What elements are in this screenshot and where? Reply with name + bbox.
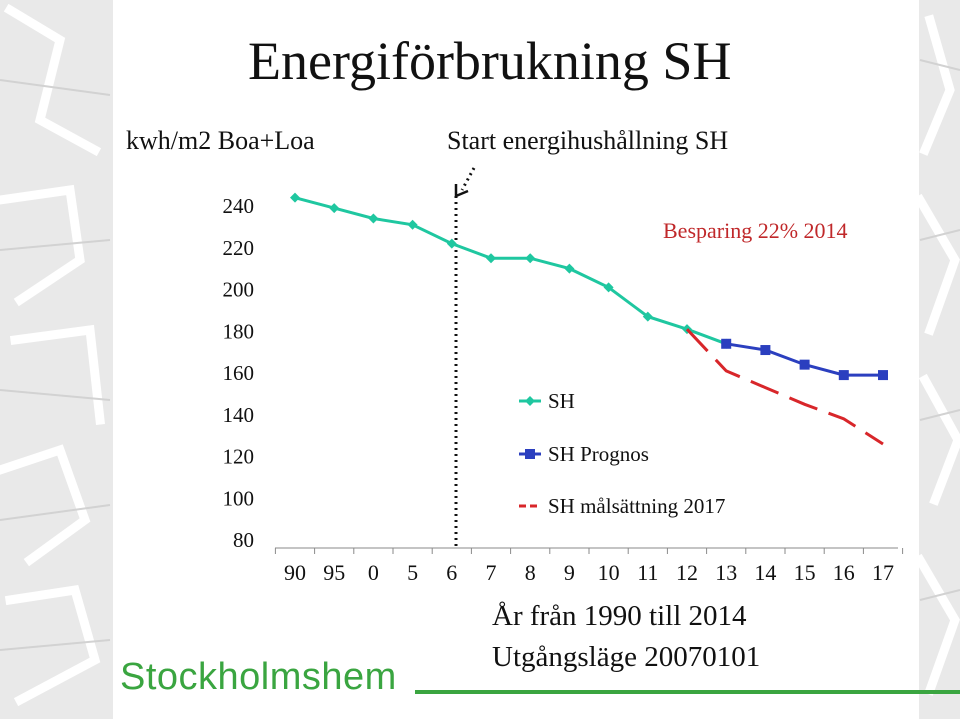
data-point-diamond [446,238,457,249]
legend-marker [525,449,535,459]
y-tick-label: 100 [223,486,255,510]
data-point-diamond [290,192,300,203]
data-point-square [760,345,771,356]
data-point-diamond [407,219,418,230]
series-line-2 [725,342,883,377]
x-axis-caption: År från 1990 till 2014 [492,600,747,632]
slide-title: Energiförbrukning SH [248,31,732,91]
legend-label-2: SH Prognos [548,442,649,466]
x-tick-label: 6 [446,560,457,585]
baseline-caption: Utgångsläge 20070101 [492,641,761,673]
y-tick-label: 140 [223,403,255,427]
x-tick-label: 14 [754,560,776,585]
start-arrow-head [454,184,469,198]
data-point-diamond [486,253,496,264]
savings-annotation: Besparing 22% 2014 [663,218,848,243]
series-line-3 [685,328,884,446]
slide-panel [113,0,919,719]
x-tick-label: 10 [598,560,620,585]
series-line-1 [294,196,727,346]
x-tick-label: 11 [637,560,658,585]
x-tick-label: 5 [407,560,418,585]
y-tick-label: 160 [223,361,255,385]
y-tick-label: 200 [223,278,255,302]
x-tick-label: 90 [284,560,306,585]
y-tick-label: 220 [223,236,255,260]
y-tick-label: 240 [223,194,255,218]
y-axis-label: kwh/m2 Boa+Loa [126,126,315,155]
legend-label-3: SH målsättning 2017 [548,494,725,518]
logo-underline [415,690,960,694]
data-point-square [799,359,810,370]
stockholmshem-logo: Stockholmshem [120,656,397,698]
y-tick-label: 120 [223,445,255,469]
x-tick-label: 9 [564,560,575,585]
start-annotation: Start energihushållning SH [447,126,729,155]
x-tick-label: 95 [323,560,345,585]
data-point-diamond [368,213,379,224]
x-tick-label: 7 [486,560,497,585]
x-tick-label: 12 [676,560,698,585]
y-tick-label: 180 [223,319,255,343]
x-tick-label: 16 [833,560,855,585]
data-point-diamond [329,203,340,214]
y-tick-label: 80 [233,528,254,552]
data-point-square [878,370,888,381]
x-tick-label: 13 [715,560,737,585]
data-point-diamond [525,253,536,264]
data-point-square [838,370,849,381]
x-tick-label: 0 [368,560,379,585]
data-point-diamond [603,282,614,293]
data-point-square [721,338,732,349]
x-tick-label: 15 [794,560,816,585]
data-point-diamond [642,311,653,322]
start-arrow-shaft [460,167,476,191]
legend-marker [525,396,535,406]
x-tick-label: 17 [872,560,894,585]
x-tick-label: 8 [525,560,536,585]
data-point-diamond [564,263,575,274]
legend-label-1: SH [548,389,575,413]
